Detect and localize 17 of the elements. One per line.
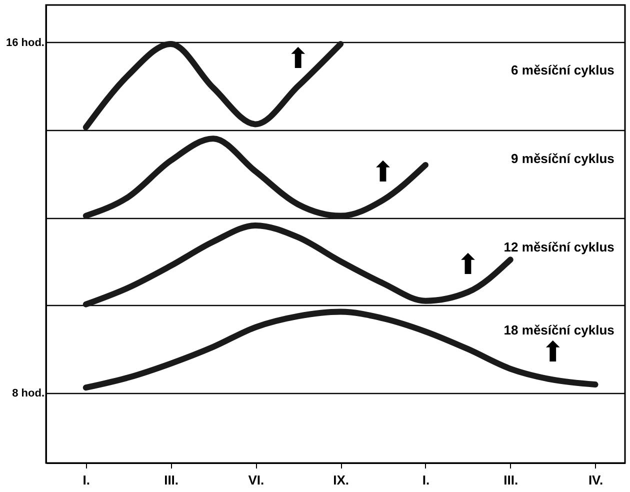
- x-tick-label: I.: [422, 472, 430, 488]
- annotation: ⬆: [371, 156, 395, 189]
- annotation: 6 měsíční cyklus: [511, 62, 614, 78]
- annotation: ⬆: [286, 42, 310, 75]
- annotation: ⬆: [541, 335, 565, 368]
- x-tick-label: III.: [164, 472, 179, 488]
- annotation: ⬆: [456, 248, 480, 281]
- annotation: 18 měsíční cyklus: [504, 322, 614, 338]
- annotation: 9 měsíční cyklus: [511, 150, 614, 166]
- x-tick-label: III.: [504, 472, 518, 488]
- x-tick-label: VI.: [248, 472, 264, 488]
- y-tick-label: 16 hod.: [6, 36, 44, 49]
- y-tick-label: 8 hod.: [12, 387, 44, 400]
- annotation: 12 měsíční cyklus: [504, 239, 614, 254]
- x-tick-label: I.: [82, 472, 90, 488]
- x-tick-label: IX.: [333, 472, 350, 488]
- x-tick-label: IV.: [588, 472, 604, 488]
